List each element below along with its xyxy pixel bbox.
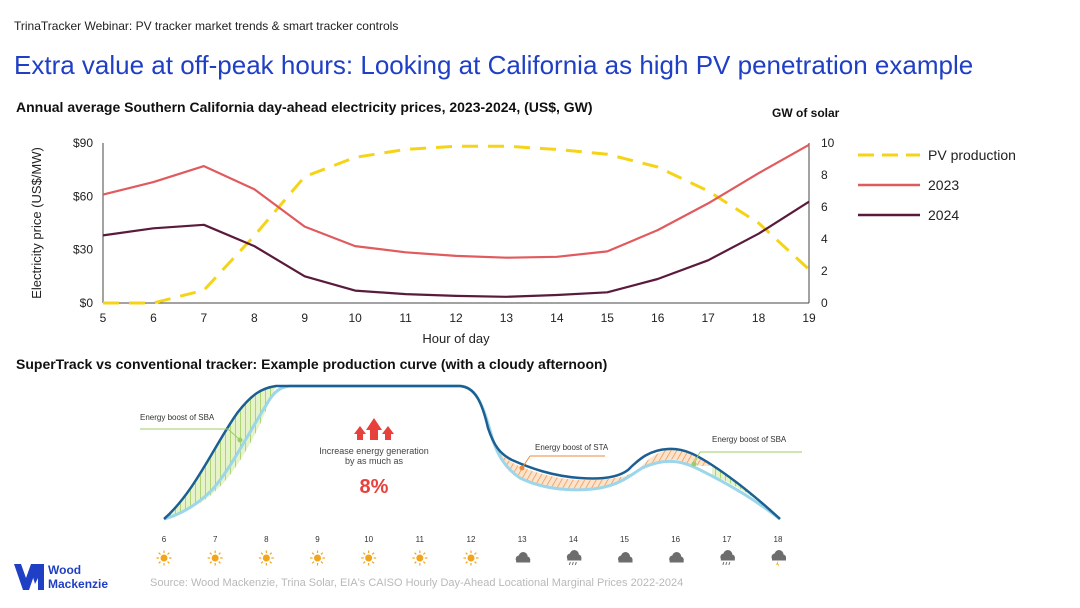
legend-label: 2024 [928, 207, 959, 223]
sun-icon [156, 550, 172, 566]
hour-label: 16 [671, 535, 680, 544]
sba-left-hatch [164, 386, 276, 519]
series-line-pv-production [103, 144, 811, 305]
hour-label: 14 [569, 535, 578, 544]
y2-tick-label: 4 [821, 232, 828, 246]
sun-icon [361, 550, 377, 566]
sta-dot [519, 465, 525, 471]
x-tick-label: 14 [550, 311, 564, 325]
x-tick-label: 6 [150, 311, 157, 325]
hour-label: 18 [774, 535, 783, 544]
increase-text-2: by as much as [345, 456, 404, 466]
sta-label: Energy boost of STA [535, 443, 609, 452]
increase-value: 8% [360, 476, 389, 498]
series-line-2023 [102, 143, 810, 259]
webinar-title: TrinaTracker Webinar: PV tracker market … [14, 19, 399, 33]
hour-label: 15 [620, 535, 629, 544]
y2-tick-label: 10 [821, 136, 835, 150]
sba-left-pointer [227, 428, 241, 441]
hour-label: 10 [364, 535, 373, 544]
hour-label: 13 [518, 535, 527, 544]
increase-text-1: Increase energy generation [319, 446, 429, 456]
rain-cloud-icon [720, 550, 735, 566]
sba-left-dot [237, 437, 243, 443]
storm-cloud-icon [771, 550, 786, 567]
x-tick-label: 13 [500, 311, 514, 325]
hour-label: 9 [315, 535, 320, 544]
y2-tick-label: 8 [821, 168, 828, 182]
sba-left-label: Energy boost of SBA [140, 413, 215, 422]
x-tick-label: 5 [100, 311, 107, 325]
price-chart: $0 $30 $60 $90 0 2 4 6 8 10 5 6 7 8 9 10 11 12 13 14 15 16 17 1… [29, 136, 1016, 346]
x-tick-label: 19 [802, 311, 816, 325]
sun-icon [207, 550, 223, 566]
wm-logo-icon [14, 564, 44, 590]
x-tick-label: 15 [601, 311, 615, 325]
y2-tick-label: 6 [821, 200, 828, 214]
increase-arrows-icon [354, 418, 394, 440]
sun-icon [412, 550, 428, 566]
production-chart: Energy boost of SBA Energy boost of STA … [140, 384, 802, 567]
hour-label: 6 [162, 535, 167, 544]
cloud-sun-icon [669, 552, 684, 563]
x-tick-label: 7 [201, 311, 208, 325]
source-note: Source: Wood Mackenzie, Trina Solar, EIA… [150, 577, 684, 589]
x-tick-label: 8 [251, 311, 258, 325]
x-tick-label: 11 [399, 311, 412, 325]
hour-label: 8 [264, 535, 269, 544]
x-tick-label: 12 [449, 311, 463, 325]
production-chart-title: SuperTrack vs conventional tracker: Exam… [16, 356, 608, 372]
slide-headline: Extra value at off-peak hours: Looking a… [14, 50, 974, 80]
y-axis-title: Electricity price (US$/MW) [29, 147, 44, 299]
y-tick-label: $30 [73, 243, 93, 257]
x-tick-label: 9 [301, 311, 308, 325]
y-tick-label: $90 [73, 136, 93, 150]
right-axis-title: GW of solar [772, 106, 840, 120]
x-tick-label: 10 [348, 311, 362, 325]
cloud-sun-icon [515, 552, 531, 563]
hour-label: 12 [467, 535, 476, 544]
y-tick-label: $60 [73, 189, 93, 203]
logo-line-1: Wood [48, 563, 82, 577]
sba-right-label: Energy boost of SBA [712, 435, 787, 444]
hour-label: 11 [416, 535, 425, 544]
y-tick-label: $0 [80, 296, 94, 310]
hour-label: 17 [722, 535, 731, 544]
sun-icon [258, 550, 274, 566]
hour-label: 7 [213, 535, 218, 544]
price-chart-title: Annual average Southern California day-a… [16, 99, 593, 115]
sun-icon [463, 550, 479, 566]
y2-tick-label: 2 [821, 264, 828, 278]
logo-line-2: Mackenzie [48, 577, 109, 591]
conventional-tracker-curve [163, 384, 781, 521]
legend-label: 2023 [928, 177, 959, 193]
x-tick-label: 16 [651, 311, 665, 325]
series-line-2024 [102, 200, 810, 298]
sun-icon [310, 550, 325, 566]
x-tick-label: 17 [701, 311, 715, 325]
y2-tick-label: 0 [821, 296, 828, 310]
supertrack-curve [163, 384, 781, 520]
x-tick-label: 18 [752, 311, 766, 325]
sba-right-dot [691, 461, 697, 467]
cloud-sun-icon [618, 552, 633, 563]
legend-label: PV production [928, 147, 1016, 163]
rain-cloud-icon [566, 550, 582, 566]
x-axis-title: Hour of day [422, 331, 490, 346]
sta-hatch [497, 450, 640, 490]
sba-right-hatch [640, 449, 776, 514]
wood-mackenzie-logo: Wood Mackenzie [14, 562, 144, 594]
